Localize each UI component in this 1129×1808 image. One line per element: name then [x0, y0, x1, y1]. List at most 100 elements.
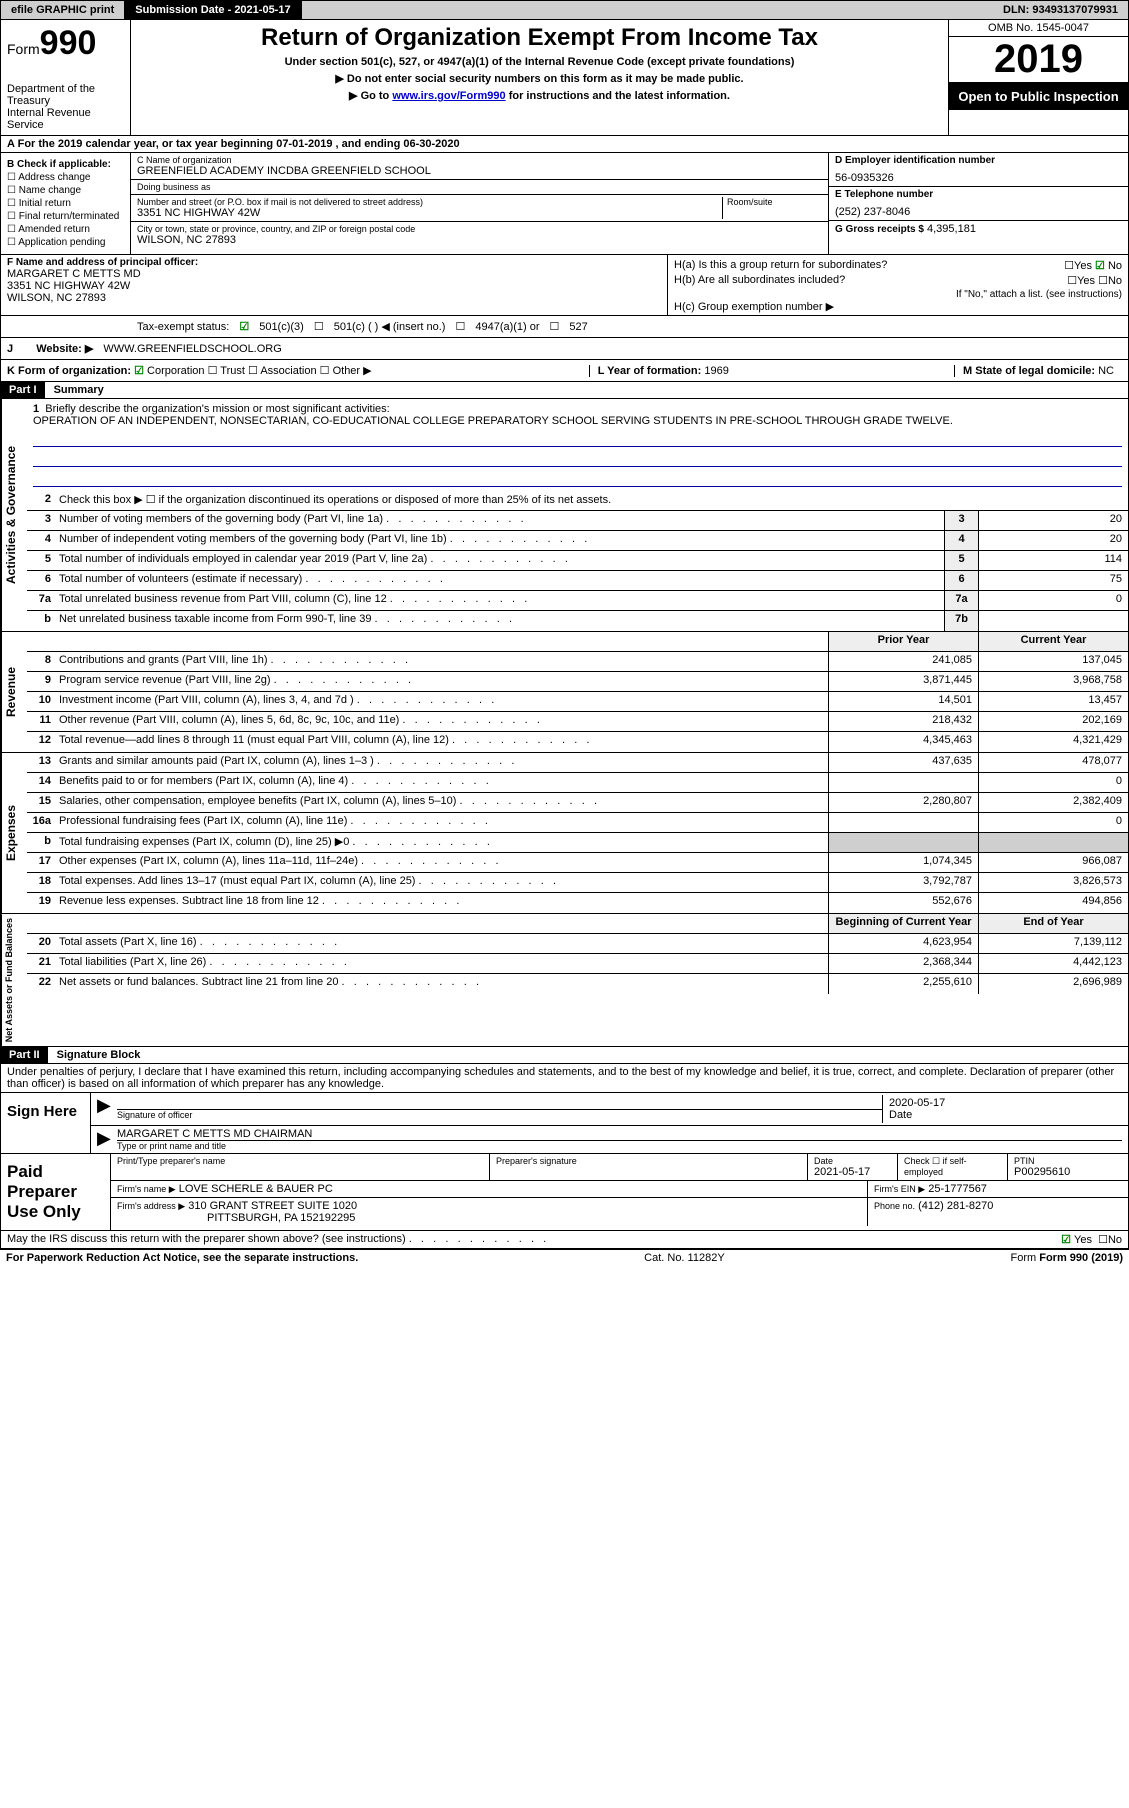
line-box: 7b: [944, 611, 978, 631]
discuss-yes-chk[interactable]: [1061, 1234, 1074, 1246]
prior-year-amt: 218,432: [828, 712, 978, 731]
sig-officer-cell: Signature of officer: [117, 1095, 882, 1123]
table-row: 15 Salaries, other compensation, employe…: [27, 793, 1128, 813]
city-row: City or town, state or province, country…: [131, 222, 828, 248]
line-txt: Other revenue (Part VIII, column (A), li…: [55, 712, 828, 731]
pra-notice: For Paperwork Reduction Act Notice, see …: [6, 1252, 358, 1264]
hb-label: H(b) Are all subordinates included?: [674, 274, 845, 287]
box-b-label: B Check if applicable:: [7, 159, 124, 170]
efile-print-button[interactable]: efile GRAPHIC print: [1, 1, 125, 19]
addr-val: 3351 NC HIGHWAY 42W: [137, 207, 722, 219]
table-row: 20 Total assets (Part X, line 16) 4,623,…: [27, 934, 1128, 954]
declaration: Under penalties of perjury, I declare th…: [1, 1064, 1128, 1093]
na-block: Net Assets or Fund Balances Beginning of…: [1, 914, 1128, 1047]
line-txt: Total number of individuals employed in …: [55, 551, 944, 570]
prior-year-amt: 437,635: [828, 753, 978, 772]
prep-date-val: 2021-05-17: [814, 1166, 891, 1178]
org-name: GREENFIELD ACADEMY INCDBA GREENFIELD SCH…: [137, 165, 822, 177]
uline2: [33, 451, 1122, 467]
firm-addr-val: 310 GRANT STREET SUITE 1020: [188, 1200, 357, 1212]
prior-year-amt: 14,501: [828, 692, 978, 711]
prior-year-amt: 3,792,787: [828, 873, 978, 892]
line-amt: 75: [978, 571, 1128, 590]
prior-year-amt: 2,368,344: [828, 954, 978, 973]
line-box: 4: [944, 531, 978, 550]
gross-row: G Gross receipts $ 4,395,181: [829, 221, 1128, 237]
ag-rows: 3 Number of voting members of the govern…: [27, 511, 1128, 631]
prior-year-amt: 4,345,463: [828, 732, 978, 752]
chk-address-change[interactable]: Address change: [7, 172, 124, 183]
prep-row1: Print/Type preparer's name Preparer's si…: [111, 1154, 1128, 1181]
prep-date-label: Date: [814, 1156, 891, 1166]
chk-final-return[interactable]: Final return/terminated: [7, 211, 124, 222]
opt-assoc: Association: [260, 365, 316, 377]
line-txt: Number of voting members of the governin…: [55, 511, 944, 530]
chk-amended-return[interactable]: Amended return: [7, 224, 124, 235]
period-text: For the 2019 calendar year, or tax year …: [18, 138, 460, 150]
firm-phone-val: (412) 281-8270: [918, 1200, 993, 1212]
chk-trust[interactable]: [208, 365, 221, 377]
line-num: 12: [27, 732, 55, 752]
chk-application-pending[interactable]: Application pending: [7, 237, 124, 248]
ha-yes[interactable]: Yes: [1074, 260, 1092, 272]
firm-addr-row: Firm's address ▶ 310 GRANT STREET SUITE …: [111, 1198, 1128, 1226]
opt-4947: 4947(a)(1) or: [475, 321, 539, 333]
line-txt: Salaries, other compensation, employee b…: [55, 793, 828, 812]
chk-501c3[interactable]: [239, 320, 249, 333]
hb-yes[interactable]: Yes: [1077, 275, 1095, 287]
tax-year: 2019: [949, 37, 1128, 83]
ha-no-chk[interactable]: [1095, 260, 1108, 272]
header-row: Form990 Department of the Treasury Inter…: [1, 20, 1128, 136]
table-row: 7a Total unrelated business revenue from…: [27, 591, 1128, 611]
line-num: 20: [27, 934, 55, 953]
line-txt: Total revenue—add lines 8 through 11 (mu…: [55, 732, 828, 752]
table-row: 10 Investment income (Part VIII, column …: [27, 692, 1128, 712]
line-num: 19: [27, 893, 55, 913]
chk-assoc[interactable]: [248, 365, 260, 377]
sign-here-block: Sign Here ▶ Signature of officer 2020-05…: [1, 1093, 1128, 1154]
phone-row: E Telephone number (252) 237-8046: [829, 187, 1128, 221]
chk-other[interactable]: [320, 365, 333, 377]
paid-preparer-block: Paid Preparer Use Only Print/Type prepar…: [1, 1154, 1128, 1231]
topbar: efile GRAPHIC print Submission Date - 20…: [1, 1, 1128, 20]
hb-no[interactable]: No: [1108, 275, 1122, 287]
ha-row: H(a) Is this a group return for subordin…: [674, 259, 1122, 272]
note-instructions: Go to www.irs.gov/Form990 for instructio…: [137, 89, 942, 102]
officer-label: F Name and address of principal officer:: [7, 257, 661, 268]
chk-initial-return[interactable]: Initial return: [7, 198, 124, 209]
line-txt: Revenue less expenses. Subtract line 18 …: [55, 893, 828, 913]
mission-label: Briefly describe the organization's miss…: [45, 403, 389, 415]
firm-ein-label: Firm's EIN ▶: [874, 1184, 925, 1194]
line-amt: 20: [978, 531, 1128, 550]
prep-self-cell[interactable]: Check ☐ if self-employed: [898, 1154, 1008, 1180]
table-row: 17 Other expenses (Part IX, column (A), …: [27, 853, 1128, 873]
line-num: b: [27, 833, 55, 852]
irs-link[interactable]: www.irs.gov/Form990: [392, 90, 505, 102]
chk-527[interactable]: [550, 320, 560, 333]
table-row: 22 Net assets or fund balances. Subtract…: [27, 974, 1128, 994]
header-right: OMB No. 1545-0047 2019 Open to Public In…: [948, 20, 1128, 135]
discuss-label: May the IRS discuss this return with the…: [7, 1233, 546, 1246]
box-l: L Year of formation: 1969: [589, 365, 737, 377]
sign-here-right: ▶ Signature of officer 2020-05-17 Date ▶…: [91, 1093, 1128, 1153]
prior-year-amt: 4,623,954: [828, 934, 978, 953]
current-year-amt: 0: [978, 773, 1128, 792]
discuss-no[interactable]: No: [1108, 1234, 1122, 1246]
dept-label: Department of the Treasury Internal Reve…: [7, 83, 124, 131]
current-year-amt: 494,856: [978, 893, 1128, 913]
gross-label: G Gross receipts $: [835, 224, 924, 235]
line-amt: 114: [978, 551, 1128, 570]
chk-name-change[interactable]: Name change: [7, 185, 124, 196]
open-to-public: Open to Public Inspection: [949, 83, 1128, 110]
chk-corp[interactable]: [134, 365, 147, 377]
firm-phone-cell: Phone no. (412) 281-8270: [868, 1198, 1128, 1226]
form-ref-val: Form 990 (2019): [1039, 1252, 1123, 1264]
table-row: 18 Total expenses. Add lines 13–17 (must…: [27, 873, 1128, 893]
prior-year-amt: [828, 833, 978, 852]
chk-501c[interactable]: [314, 320, 324, 333]
room-label: Room/suite: [727, 197, 822, 207]
chk-4947[interactable]: [455, 320, 465, 333]
rev-rows: 8 Contributions and grants (Part VIII, l…: [27, 652, 1128, 752]
l-label: L Year of formation:: [598, 365, 702, 377]
table-row: 11 Other revenue (Part VIII, column (A),…: [27, 712, 1128, 732]
